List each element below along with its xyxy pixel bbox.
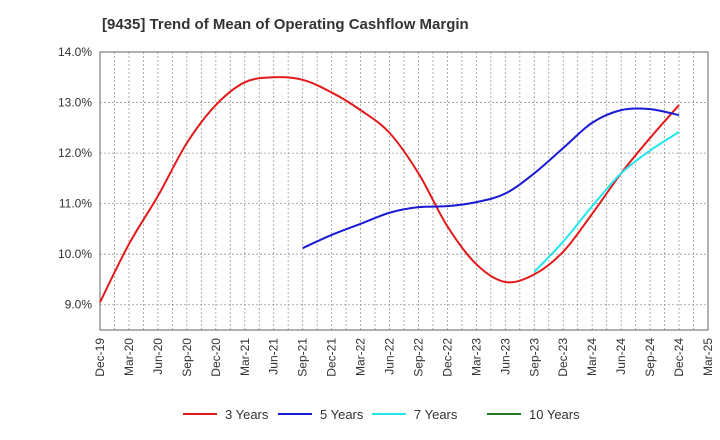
chart-title: [9435] Trend of Mean of Operating Cashfl… <box>102 16 469 33</box>
y-tick-label: 9.0% <box>65 298 93 312</box>
plot-frame <box>99 51 709 331</box>
x-tick-label: Dec-20 <box>209 338 223 377</box>
x-tick-label: Mar-24 <box>585 338 599 376</box>
legend-label-10-years: 10 Years <box>529 407 580 422</box>
plot-area: 9.0% 10.0% 11.0% 12.0% 13.0% 14.0% Dec-19 Mar-2… <box>58 45 715 377</box>
x-tick-label: Sep-24 <box>643 338 657 377</box>
series-line-3-years <box>99 76 680 303</box>
x-tick-label: Sep-23 <box>527 338 541 377</box>
x-tick-label: Jun-23 <box>498 338 512 375</box>
x-tick-label: Mar-21 <box>238 338 252 376</box>
y-tick-label: 13.0% <box>58 96 92 110</box>
series-line-5-years <box>302 107 680 250</box>
legend-label-7-years: 7 Years <box>414 407 458 422</box>
x-tick-label: Jun-24 <box>614 338 628 375</box>
x-tick-label: Jun-21 <box>267 338 281 375</box>
x-tick-label: Jun-22 <box>383 338 397 375</box>
x-tick-label: Sep-22 <box>411 338 425 377</box>
y-tick-label: 11.0% <box>59 197 92 211</box>
y-tick-label: 12.0% <box>58 146 92 160</box>
x-tick-label: Mar-23 <box>469 338 483 376</box>
legend-label-5-years: 5 Years <box>320 407 364 422</box>
x-tick-label: Dec-21 <box>325 338 339 377</box>
x-tick-label: Dec-23 <box>556 338 570 377</box>
x-tick-label: Mar-25 <box>701 338 715 376</box>
y-tick-label: 10.0% <box>58 247 92 261</box>
x-tick-label: Sep-20 <box>180 338 194 377</box>
x-tick-label: Sep-21 <box>296 338 310 377</box>
x-tick-label: Mar-22 <box>354 338 368 376</box>
x-tick-label: Jun-20 <box>151 338 165 375</box>
legend: 3 Years 5 Years 7 Years 10 Years <box>183 407 580 422</box>
legend-label-3-years: 3 Years <box>225 407 269 422</box>
x-tick-label: Dec-22 <box>440 338 454 377</box>
x-tick-label: Dec-19 <box>93 338 107 377</box>
x-tick-label: Dec-24 <box>672 338 686 377</box>
y-tick-label: 14.0% <box>58 45 92 59</box>
plot-background <box>100 52 708 330</box>
series-line-7-years <box>533 131 680 273</box>
x-tick-label: Mar-20 <box>122 338 136 376</box>
